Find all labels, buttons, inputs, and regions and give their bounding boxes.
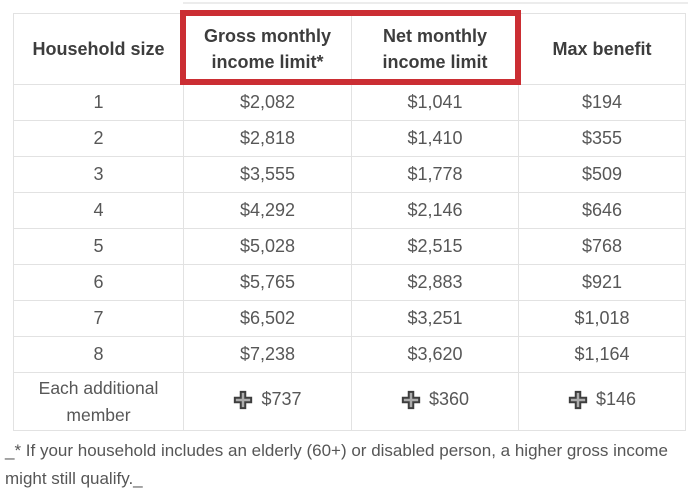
top-divider-line [183, 2, 688, 4]
additional-amount: $146 [595, 389, 637, 410]
additional-member-row: Each additional member $737 $360 $146 [13, 372, 686, 431]
value-cell: $2,515 [351, 228, 519, 265]
plus-icon [568, 390, 588, 409]
plus-icon [234, 390, 253, 409]
table-row: 5 $5,028 $2,515 $768 [13, 228, 686, 265]
value-cell: $6,502 [183, 300, 352, 337]
column-header: Max benefit [518, 13, 686, 85]
household-size-cell: 6 [13, 264, 184, 301]
column-header: Household size [13, 13, 184, 85]
value-cell: $5,765 [183, 264, 352, 301]
value-cell: $1,018 [518, 300, 686, 337]
household-size-cell: 4 [13, 192, 184, 229]
value-cell: $921 [518, 264, 686, 301]
value-cell: $2,146 [351, 192, 519, 229]
household-size-cell: 2 [13, 120, 184, 157]
household-size-cell: 3 [13, 156, 184, 193]
additional-member-label-cell: Each additional member [13, 372, 184, 431]
value-cell: $2,082 [183, 84, 352, 121]
value-cell: $1,041 [351, 84, 519, 121]
table-row: 2 $2,818 $1,410 $355 [13, 120, 686, 157]
household-size-cell: 8 [13, 336, 184, 373]
value-cell: $646 [518, 192, 686, 229]
table-header: Household size Gross monthly income limit… [13, 13, 686, 85]
value-cell: $5,028 [183, 228, 352, 265]
value-cell: $509 [518, 156, 686, 193]
table-row: 6 $5,765 $2,883 $921 [13, 264, 686, 301]
household-size-cell: 7 [13, 300, 184, 337]
additional-amount-cell: $360 [351, 372, 519, 431]
income-limits-table: Household size Gross monthly income limit… [13, 13, 686, 431]
table-row: 7 $6,502 $3,251 $1,018 [13, 300, 686, 337]
footnote: _* If your household includes an elderly… [5, 441, 668, 488]
column-header-highlighted: Gross monthly income limit* [183, 13, 352, 85]
value-cell: $2,818 [183, 120, 352, 157]
household-size-cell: 1 [13, 84, 184, 121]
value-cell: $3,620 [351, 336, 519, 373]
header-row: Household size Gross monthly income limit… [13, 13, 686, 85]
value-cell: $355 [518, 120, 686, 157]
column-header-highlighted: Net monthly income limit [351, 13, 519, 85]
additional-amount: $360 [428, 389, 470, 410]
value-cell: $768 [518, 228, 686, 265]
value-cell: $1,164 [518, 336, 686, 373]
table-row: 4 $4,292 $2,146 $646 [13, 192, 686, 229]
additional-amount-cell: $146 [518, 372, 686, 431]
value-cell: $4,292 [183, 192, 352, 229]
table-body: 1 $2,082 $1,041 $194 2 $2,818 $1,410 $355 3 $3,55… [13, 84, 686, 431]
additional-amount-cell: $737 [183, 372, 352, 431]
income-table-section: Household size Gross monthly income limit… [5, 10, 686, 488]
value-cell: $1,778 [351, 156, 519, 193]
value-cell: $2,883 [351, 264, 519, 301]
table-row: 8 $7,238 $3,620 $1,164 [13, 336, 686, 373]
plus-icon [401, 390, 421, 409]
value-cell: $7,238 [183, 336, 352, 373]
value-cell: $194 [518, 84, 686, 121]
additional-amount: $737 [261, 389, 302, 410]
household-size-cell: 5 [13, 228, 184, 265]
value-cell: $1,410 [351, 120, 519, 157]
table-row: 1 $2,082 $1,041 $194 [13, 84, 686, 121]
value-cell: $3,555 [183, 156, 352, 193]
value-cell: $3,251 [351, 300, 519, 337]
table-row: 3 $3,555 $1,778 $509 [13, 156, 686, 193]
